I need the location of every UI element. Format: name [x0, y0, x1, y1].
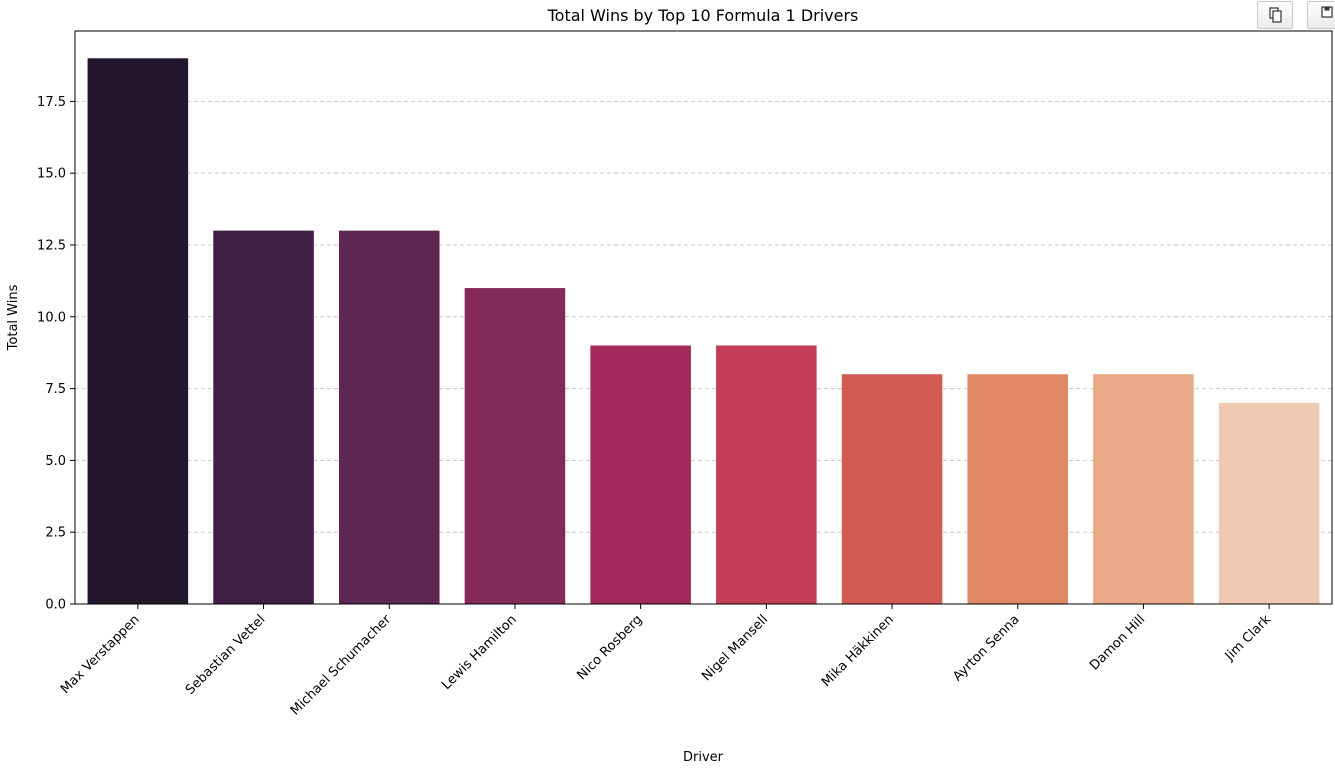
bar	[841, 374, 943, 604]
copy-icon	[1269, 7, 1282, 23]
bar	[464, 288, 566, 604]
x-tick-label: Lewis Hamilton	[439, 612, 520, 693]
x-tick-label: Nigel Mansell	[699, 612, 771, 684]
bar	[967, 374, 1069, 604]
chart-title: Total Wins by Top 10 Formula 1 Drivers	[547, 6, 859, 25]
y-tick-label: 17.5	[37, 95, 66, 110]
y-tick-label: 2.5	[45, 526, 66, 541]
x-axis-label: Driver	[683, 750, 724, 765]
y-tick-label: 15.0	[37, 167, 66, 182]
y-tick-label: 5.0	[45, 454, 66, 469]
y-axis-ticks: 0.0 2.5 5.0 7.5 10.0 12.5 15.0 17.5	[37, 95, 75, 613]
bar	[1218, 402, 1320, 604]
bar	[338, 230, 440, 604]
y-tick-label: 7.5	[45, 382, 66, 397]
bar	[87, 58, 189, 605]
y-tick-label: 12.5	[37, 238, 66, 253]
bars	[87, 58, 1320, 605]
plot-frame	[74, 30, 1333, 605]
y-tick-label: 10.0	[37, 310, 66, 325]
x-tick-label: Michael Schumacher	[288, 612, 395, 719]
copy-button[interactable]	[1257, 1, 1293, 29]
bar	[590, 345, 691, 604]
x-tick-label: Jim Clark	[1222, 612, 1274, 664]
y-tick-label: 0.0	[45, 598, 66, 613]
x-tick-label: Ayrton Senna	[950, 612, 1022, 684]
bar	[1093, 374, 1194, 604]
x-tick-label: Damon Hill	[1087, 612, 1148, 673]
bar	[716, 345, 817, 604]
x-axis-ticks: Max Verstappen Sebastian Vettel Michael Sc…	[58, 604, 1274, 718]
bar	[213, 230, 314, 604]
x-tick-label: Nico Rosberg	[575, 612, 646, 683]
x-tick-label: Max Verstappen	[58, 612, 143, 697]
y-axis-label: Total Wins	[6, 284, 21, 351]
save-button[interactable]	[1307, 1, 1335, 29]
x-tick-label: Sebastian Vettel	[183, 612, 269, 698]
floppy-disk-icon	[1321, 6, 1333, 18]
x-tick-label: Mika Häkkinen	[819, 612, 897, 690]
